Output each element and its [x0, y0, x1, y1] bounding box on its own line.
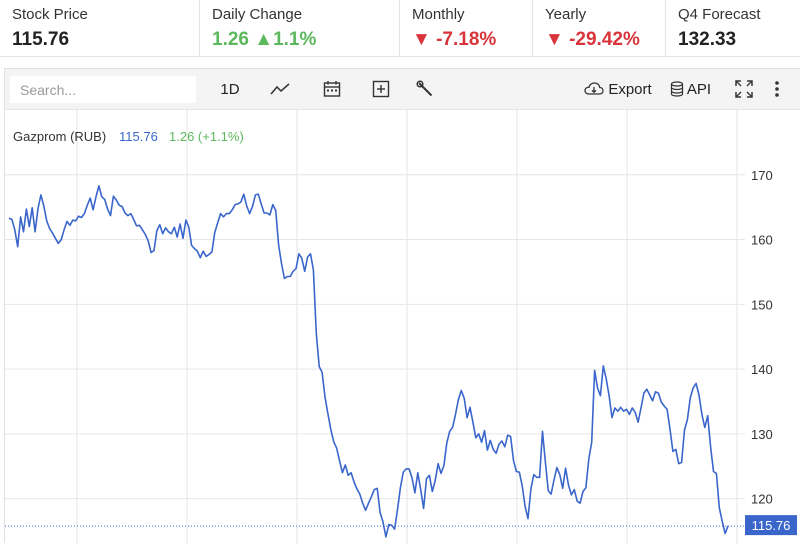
stat-daily-change: Daily Change 1.26 ▲1.1% [200, 0, 400, 56]
chart-toolbar: 1D Export API [5, 69, 800, 110]
calendar-icon[interactable] [317, 69, 347, 109]
stat-value: 132.33 [678, 29, 737, 50]
stat-value: ▼ -7.18% [412, 29, 532, 51]
stat-value: 1.26 ▲1.1% [212, 29, 399, 51]
search-input[interactable] [10, 76, 196, 103]
last-price-badge [745, 515, 797, 536]
stat-q4-forecast: Q4 Forecast 132.33 [666, 0, 800, 56]
last-price-label: 115.76 [752, 518, 791, 533]
cloud-download-icon [584, 81, 604, 97]
legend-name: Gazprom (RUB) [13, 129, 106, 144]
stat-value: 115.76 [12, 29, 70, 50]
y-tick-label: 120 [751, 492, 773, 507]
stat-value: ▼ -29.42% [545, 29, 665, 51]
export-button[interactable]: Export [583, 69, 653, 109]
stat-label: Daily Change [212, 6, 303, 23]
arrow-down-icon: ▼ [545, 29, 564, 50]
chart-panel: 1D Export API [4, 68, 800, 544]
stat-label: Yearly [545, 6, 587, 23]
y-tick-label: 170 [751, 168, 773, 183]
stat-label: Stock Price [12, 6, 88, 23]
y-tick-label: 140 [751, 362, 773, 377]
legend-change: 1.26 (+1.1%) [169, 129, 244, 144]
stat-change-pct: 1.1% [273, 29, 317, 50]
fullscreen-icon[interactable] [731, 69, 757, 109]
add-indicator-icon[interactable] [366, 69, 396, 109]
more-vertical-icon[interactable] [767, 69, 787, 109]
stat-stock-price: Stock Price 115.76 [0, 0, 200, 56]
price-series [8, 185, 729, 538]
api-button[interactable]: API [668, 69, 713, 109]
stat-monthly: Monthly ▼ -7.18% [400, 0, 533, 56]
database-icon [670, 81, 684, 97]
y-tick-label: 160 [751, 233, 773, 248]
interval-button[interactable]: 1D [220, 80, 240, 98]
stat-label: Q4 Forecast [678, 6, 761, 23]
y-axis-ticks: 120 130 140 150 160 170 [751, 168, 773, 507]
export-label: Export [608, 80, 652, 98]
arrow-down-icon: ▼ [412, 29, 431, 50]
arrow-up-icon: ▲ [254, 29, 274, 50]
series-line [8, 185, 729, 538]
stat-label: Monthly [412, 6, 465, 23]
chart-grid [5, 110, 745, 544]
stat-yearly: Yearly ▼ -29.42% [533, 0, 666, 56]
api-label: API [686, 80, 712, 98]
stat-change-value: -29.42% [569, 29, 640, 50]
line-chart-icon[interactable] [265, 69, 295, 109]
y-tick-label: 130 [751, 427, 773, 442]
y-tick-label: 150 [751, 297, 773, 312]
stats-bar: Stock Price 115.76 Daily Change 1.26 ▲1.… [0, 0, 800, 57]
stat-change-value: -7.18% [436, 29, 497, 50]
legend-price: 115.76 [119, 129, 158, 144]
stat-change-value: 1.26 [212, 29, 249, 50]
wrench-icon[interactable] [410, 69, 440, 109]
